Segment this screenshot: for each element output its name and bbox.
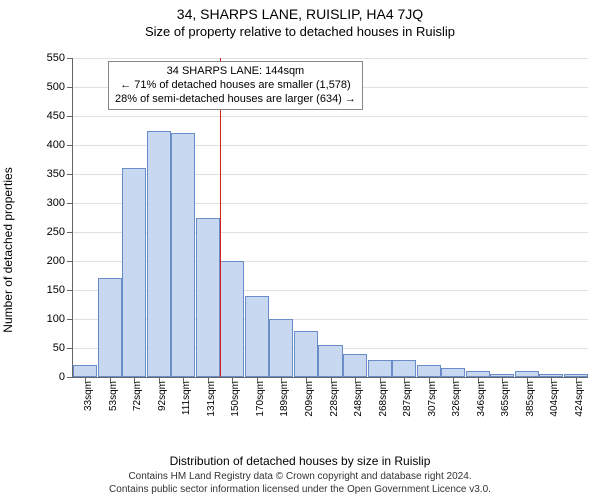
plot-area: 05010015020025030035040045050055033sqm53… [72, 58, 588, 378]
x-tick-label: 424sqm [574, 381, 585, 417]
footnote-line-2: Contains public sector information licen… [0, 483, 600, 496]
bar [343, 354, 367, 377]
bar [147, 131, 171, 378]
bar [392, 360, 416, 377]
bar [73, 365, 97, 377]
x-tick-label: 209sqm [304, 381, 315, 417]
x-tick-label: 287sqm [402, 381, 413, 417]
y-axis-label: Number of detached properties [1, 167, 15, 332]
y-tick-label: 450 [47, 110, 73, 122]
annotation-line-2: ← 71% of detached houses are smaller (1,… [115, 79, 356, 93]
x-tick-label: 307sqm [427, 381, 438, 417]
chart-container: 34, SHARPS LANE, RUISLIP, HA4 7JQ Size o… [0, 0, 600, 500]
x-tick-label: 248sqm [353, 381, 364, 417]
y-tick-label: 350 [47, 168, 73, 180]
annotation-line-3: 28% of semi-detached houses are larger (… [115, 93, 356, 107]
x-tick-label: 170sqm [255, 381, 266, 417]
y-tick-label: 200 [47, 255, 73, 267]
bar [196, 218, 220, 378]
x-tick-label: 33sqm [83, 381, 94, 411]
y-tick-label: 300 [47, 197, 73, 209]
bar [245, 296, 269, 377]
x-tick-label: 53sqm [108, 381, 119, 411]
y-tick-label: 550 [47, 52, 73, 64]
footnote-line-1: Contains HM Land Registry data © Crown c… [0, 470, 600, 483]
x-tick-label: 228sqm [329, 381, 340, 417]
annotation-box: 34 SHARPS LANE: 144sqm ← 71% of detached… [108, 61, 363, 110]
title-sub: Size of property relative to detached ho… [0, 22, 600, 39]
bar [171, 133, 195, 377]
x-tick-label: 150sqm [230, 381, 241, 417]
bar [98, 278, 122, 377]
grid-line [73, 116, 588, 117]
footnote: Contains HM Land Registry data © Crown c… [0, 470, 600, 496]
y-tick-label: 100 [47, 313, 73, 325]
title-main: 34, SHARPS LANE, RUISLIP, HA4 7JQ [0, 0, 600, 22]
bar [318, 345, 342, 377]
x-tick-label: 268sqm [378, 381, 389, 417]
x-tick-label: 404sqm [549, 381, 560, 417]
x-tick-label: 365sqm [500, 381, 511, 417]
bar [368, 360, 392, 377]
y-tick-label: 150 [47, 284, 73, 296]
y-tick-label: 400 [47, 139, 73, 151]
x-tick-label: 92sqm [157, 381, 168, 411]
bar [294, 331, 318, 377]
x-tick-label: 326sqm [451, 381, 462, 417]
bar [220, 261, 244, 377]
bar [417, 365, 441, 377]
x-tick-label: 346sqm [476, 381, 487, 417]
bar [122, 168, 146, 377]
grid-line [73, 58, 588, 59]
annotation-line-1: 34 SHARPS LANE: 144sqm [115, 65, 356, 79]
x-tick-label: 385sqm [525, 381, 536, 417]
bar [441, 368, 465, 377]
chart-area: 05010015020025030035040045050055033sqm53… [48, 58, 588, 410]
x-tick-label: 72sqm [132, 381, 143, 411]
x-tick-label: 189sqm [279, 381, 290, 417]
y-tick-label: 0 [59, 371, 73, 383]
y-tick-label: 50 [53, 342, 73, 354]
bar [269, 319, 293, 377]
y-tick-label: 250 [47, 226, 73, 238]
x-tick-label: 131sqm [206, 381, 217, 417]
x-tick-label: 111sqm [181, 381, 192, 415]
x-axis-label: Distribution of detached houses by size … [0, 454, 600, 468]
y-tick-label: 500 [47, 81, 73, 93]
